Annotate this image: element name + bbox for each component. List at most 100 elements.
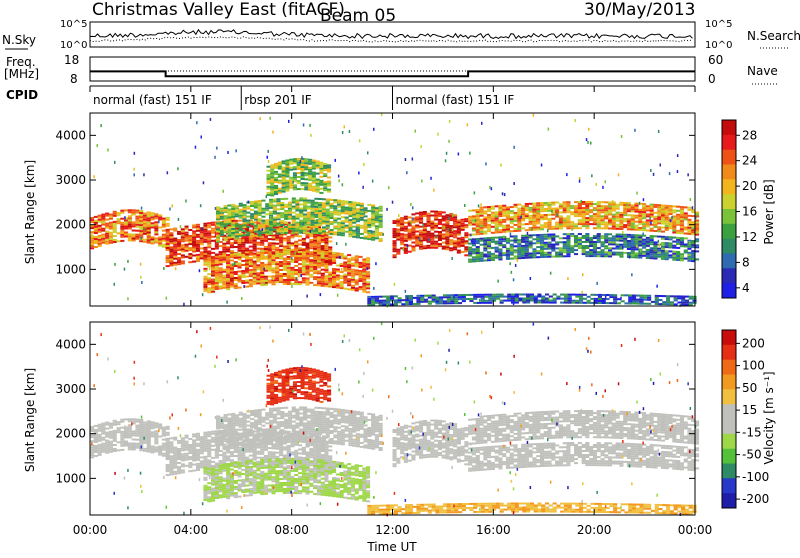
power-cell bbox=[268, 276, 272, 278]
power-cell bbox=[265, 233, 269, 235]
power-cell bbox=[415, 237, 419, 239]
power-cell bbox=[526, 300, 530, 302]
power-cell bbox=[360, 215, 364, 217]
power-cell bbox=[653, 220, 655, 223]
power-cell bbox=[158, 239, 162, 241]
power-cell bbox=[309, 264, 313, 266]
power-cell bbox=[461, 227, 465, 229]
power-cell bbox=[230, 244, 234, 246]
power-cell bbox=[570, 221, 574, 223]
power-cell bbox=[348, 209, 352, 211]
power-cell bbox=[400, 243, 404, 245]
power-cell bbox=[295, 208, 299, 210]
power-cell bbox=[601, 223, 605, 225]
power-cell bbox=[220, 218, 224, 220]
power-cell bbox=[371, 221, 375, 223]
power-cell bbox=[566, 245, 570, 247]
velocity-cell bbox=[162, 443, 166, 445]
power-cell bbox=[294, 243, 298, 245]
power-cell bbox=[586, 138, 588, 141]
power-cell bbox=[324, 261, 328, 263]
power-cell bbox=[680, 255, 684, 257]
power-cell bbox=[203, 268, 207, 270]
power-cell bbox=[273, 199, 277, 201]
power-cell bbox=[506, 238, 510, 240]
velocity-cell bbox=[166, 438, 170, 440]
power-cell bbox=[250, 203, 254, 205]
power-cell bbox=[177, 231, 181, 233]
power-cell bbox=[536, 222, 540, 224]
power-cell bbox=[312, 172, 316, 174]
power-cell bbox=[529, 221, 533, 223]
power-cell bbox=[211, 236, 215, 238]
power-cell bbox=[506, 248, 510, 250]
power-cell bbox=[457, 252, 461, 254]
power-cell bbox=[434, 215, 438, 217]
power-cell bbox=[680, 253, 684, 255]
power-cell bbox=[513, 278, 515, 281]
power-cell bbox=[128, 237, 132, 239]
power-cell bbox=[348, 221, 352, 223]
power-cell bbox=[695, 234, 699, 236]
power-cell bbox=[323, 187, 327, 189]
power-cell bbox=[231, 214, 235, 216]
power-cell bbox=[616, 240, 620, 242]
power-cell bbox=[154, 213, 158, 215]
power-cell bbox=[268, 257, 272, 259]
power-cell bbox=[553, 294, 557, 296]
power-cell bbox=[487, 247, 491, 249]
power-cell bbox=[453, 296, 455, 299]
power-cell bbox=[480, 223, 484, 225]
power-cell bbox=[503, 236, 505, 239]
power-cell bbox=[313, 242, 317, 244]
power-cell bbox=[687, 258, 691, 260]
power-cell bbox=[502, 209, 506, 211]
power-cell bbox=[642, 215, 646, 217]
power-cell bbox=[453, 244, 457, 246]
power-cell bbox=[514, 206, 518, 208]
power-cell bbox=[311, 224, 315, 226]
power-cell bbox=[471, 240, 473, 243]
power-cell bbox=[192, 255, 196, 257]
power-cell bbox=[616, 236, 620, 238]
power-cell bbox=[375, 229, 379, 231]
power-cell bbox=[262, 228, 264, 231]
velocity-cell bbox=[154, 450, 158, 452]
power-cell bbox=[269, 223, 273, 225]
power-cell bbox=[498, 231, 502, 233]
power-cell bbox=[292, 228, 296, 230]
power-cell bbox=[521, 209, 525, 211]
power-cell bbox=[287, 275, 291, 277]
power-cell bbox=[355, 271, 359, 273]
power-cell bbox=[283, 275, 287, 277]
power-cell bbox=[449, 225, 453, 227]
power-cell bbox=[525, 213, 529, 215]
power-cell bbox=[268, 160, 270, 163]
velocity-cell bbox=[200, 448, 204, 450]
power-cell bbox=[555, 256, 559, 258]
power-cell bbox=[601, 227, 605, 229]
power-cell bbox=[661, 223, 665, 225]
power-cell bbox=[313, 258, 317, 260]
power-cell bbox=[616, 214, 620, 216]
power-cell bbox=[612, 200, 614, 203]
power-cell bbox=[498, 238, 502, 240]
power-cell bbox=[311, 230, 315, 232]
power-cell bbox=[672, 220, 676, 222]
power-cell bbox=[294, 269, 298, 271]
power-cell bbox=[211, 259, 215, 261]
power-cell bbox=[616, 254, 620, 256]
power-cell bbox=[529, 223, 533, 225]
power-cell bbox=[474, 191, 476, 194]
power-cell bbox=[254, 227, 258, 229]
power-cell bbox=[314, 208, 318, 210]
velocity-cell bbox=[169, 471, 173, 473]
power-cell bbox=[282, 183, 286, 185]
power-cell bbox=[318, 214, 322, 216]
power-cell bbox=[272, 283, 276, 285]
velocity-cell bbox=[162, 433, 166, 435]
power-cell bbox=[608, 205, 612, 207]
power-cell bbox=[219, 257, 223, 259]
power-cell bbox=[177, 239, 181, 241]
power-cell bbox=[185, 226, 189, 228]
